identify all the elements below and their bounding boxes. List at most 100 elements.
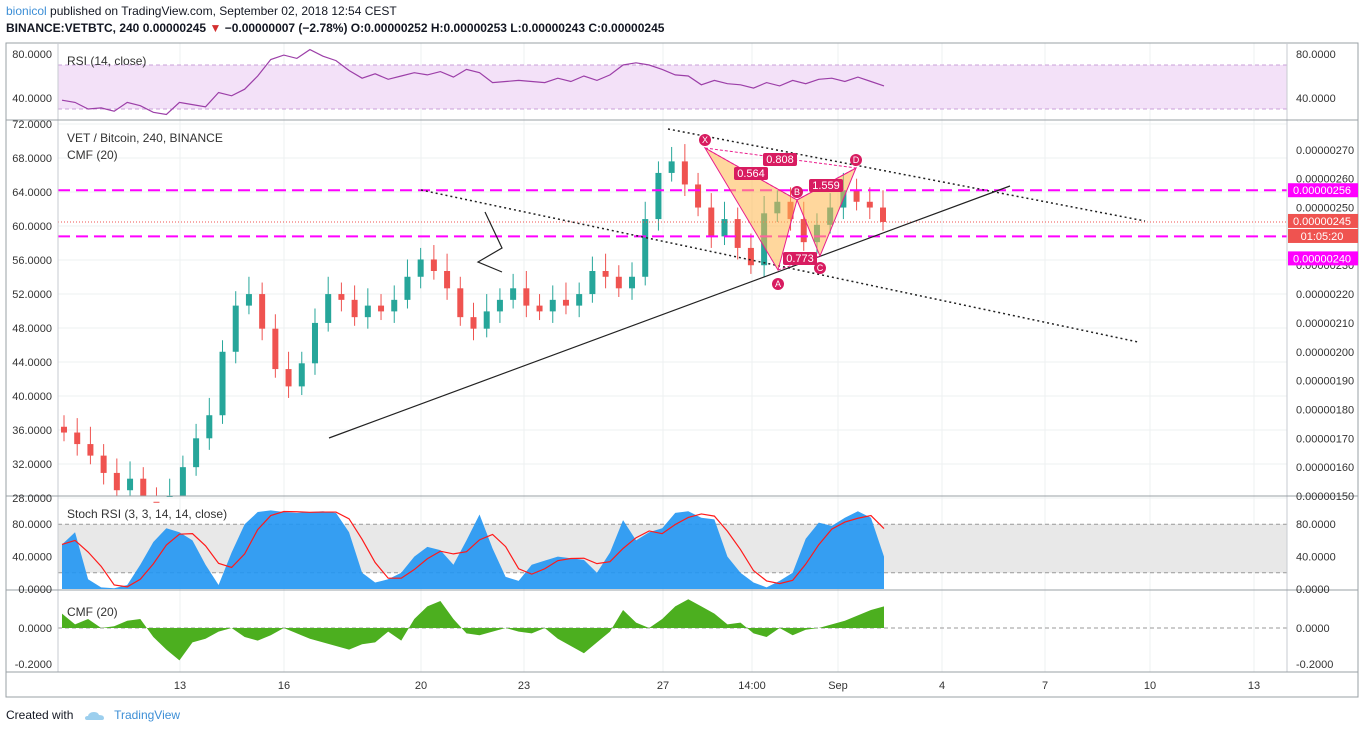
price-left-tick: 36.0000 xyxy=(12,425,52,437)
current-price-badge-bg xyxy=(1288,213,1358,228)
footer: Created with TradingView xyxy=(6,708,180,723)
created-with-text: Created with xyxy=(6,708,74,722)
candle-body xyxy=(496,299,503,312)
current-price-badge: 0.00000245 xyxy=(1293,216,1351,228)
price-right-tick: 0.00000260 xyxy=(1296,174,1354,186)
x-tick-label: 10 xyxy=(1144,680,1156,692)
price-right-tick: 0.00000170 xyxy=(1296,433,1354,445)
price-right-tick: 0.00000210 xyxy=(1296,318,1354,330)
harmonic-ratio-label: 1.559 xyxy=(812,180,840,192)
candle-body xyxy=(206,415,213,439)
candle-body xyxy=(193,438,200,468)
cmf-left-tick: 0.0000 xyxy=(18,623,52,635)
candle-body xyxy=(140,478,147,496)
candle-body xyxy=(272,328,279,370)
harmonic-point-marker xyxy=(772,278,784,290)
candle-body xyxy=(232,305,239,352)
down-arrow-icon: ▼ xyxy=(209,21,222,35)
x-tick-label: 13 xyxy=(174,680,186,692)
author-link[interactable]: bionicol xyxy=(6,4,47,18)
price-left-tick: 40.0000 xyxy=(12,391,52,403)
cmf-right-tick: 0.0000 xyxy=(1296,623,1330,635)
candle-body xyxy=(523,288,530,306)
candle-body xyxy=(668,161,675,173)
price-change: −0.00000007 (−2.78%) xyxy=(224,21,348,35)
price-right-tick: 0.00000190 xyxy=(1296,376,1354,388)
cmf-pane xyxy=(58,599,1287,661)
stoch-d-line xyxy=(61,510,885,588)
price-right-tick: 0.00000250 xyxy=(1296,203,1354,215)
harmonic-point-label: D xyxy=(853,155,860,165)
candle-body xyxy=(866,201,873,208)
tradingview-brand-link[interactable]: TradingView xyxy=(114,708,181,722)
rsi-pane xyxy=(58,48,1287,116)
candle-body xyxy=(100,455,107,473)
upper-channel-line xyxy=(667,128,1146,222)
candle-body xyxy=(629,276,636,289)
candle-body xyxy=(61,426,67,433)
stoch-k-area xyxy=(62,510,884,589)
stoch-right-tick: 40.0000 xyxy=(1296,552,1336,564)
level-price-badge: 0.00000256 xyxy=(1293,185,1351,197)
candle-body xyxy=(734,219,741,248)
candle-body xyxy=(536,305,543,312)
price-right-tick: 0.00000270 xyxy=(1296,145,1354,157)
candle-body xyxy=(615,276,622,289)
candle-body xyxy=(510,288,517,300)
cmf-right-tick: -0.2000 xyxy=(1296,659,1333,671)
x-tick-label: 13 xyxy=(1248,680,1260,692)
candle-body xyxy=(74,432,81,445)
candle-body xyxy=(721,219,728,237)
candle-body xyxy=(245,294,252,306)
candle-body xyxy=(695,184,702,208)
published-text: published on TradingView.com, September … xyxy=(50,4,397,18)
candle-body xyxy=(576,294,583,306)
candle-body xyxy=(351,299,358,318)
candle-body xyxy=(747,247,754,266)
candle-body xyxy=(87,444,94,456)
tradingview-cloud-icon xyxy=(84,711,104,720)
candle-body xyxy=(179,467,186,496)
stoch-right-tick: 0.0000 xyxy=(1296,584,1330,596)
harmonic-ratio-badge xyxy=(763,153,797,166)
symbol-label: BINANCE:VETBTC, 240 xyxy=(6,21,140,35)
price-left-tick: 68.0000 xyxy=(12,153,52,165)
candle-body xyxy=(285,369,292,387)
level-price-badge: 0.00000240 xyxy=(1293,253,1351,265)
harmonic-bd-line xyxy=(796,167,857,201)
harmonic-point-marker xyxy=(699,134,711,146)
candle-body xyxy=(708,207,715,237)
harmonic-ratio-badge xyxy=(734,167,768,180)
price-right-tick: 0.00000200 xyxy=(1296,347,1354,359)
quote-bar: BINANCE:VETBTC, 240 0.00000245 ▼ −0.0000… xyxy=(6,21,664,36)
price-title: VET / Bitcoin, 240, BINANCE xyxy=(67,131,223,145)
harmonic-point-label: A xyxy=(775,279,781,289)
level-price-badge-bg xyxy=(1288,251,1358,266)
candle-body xyxy=(483,311,490,329)
price-left-tick: 44.0000 xyxy=(12,357,52,369)
price-left-tick: 60.0000 xyxy=(12,221,52,233)
price-right-tick: 0.00000180 xyxy=(1296,404,1354,416)
harmonic-ratio-label: 0.808 xyxy=(766,154,794,166)
price-right-tick: 0.00000220 xyxy=(1296,289,1354,301)
stoch-left-tick: 40.0000 xyxy=(12,552,52,564)
harmonic-ratio-label: 0.773 xyxy=(786,253,814,265)
candle-body xyxy=(338,294,345,300)
harmonic-point-marker xyxy=(791,186,803,198)
candle-body xyxy=(311,322,318,364)
open-value: O:0.00000252 xyxy=(350,21,428,35)
price-left-tick: 52.0000 xyxy=(12,289,52,301)
price-left-tick: 48.0000 xyxy=(12,323,52,335)
rsi-right-tick: 40.0000 xyxy=(1296,93,1336,105)
rsi-line xyxy=(61,48,885,116)
countdown-badge: 01:05:20 xyxy=(1301,231,1344,243)
harmonic-point-label: X xyxy=(702,135,708,145)
price-indicator-label: CMF (20) xyxy=(67,148,118,162)
x-tick-label: 7 xyxy=(1042,680,1048,692)
rsi-left-tick: 40.0000 xyxy=(12,93,52,105)
publisher-header: bionicol published on TradingView.com, S… xyxy=(6,4,397,19)
candle-body xyxy=(364,305,371,318)
candle-body xyxy=(853,190,860,202)
high-value: H:0.00000253 xyxy=(430,21,507,35)
